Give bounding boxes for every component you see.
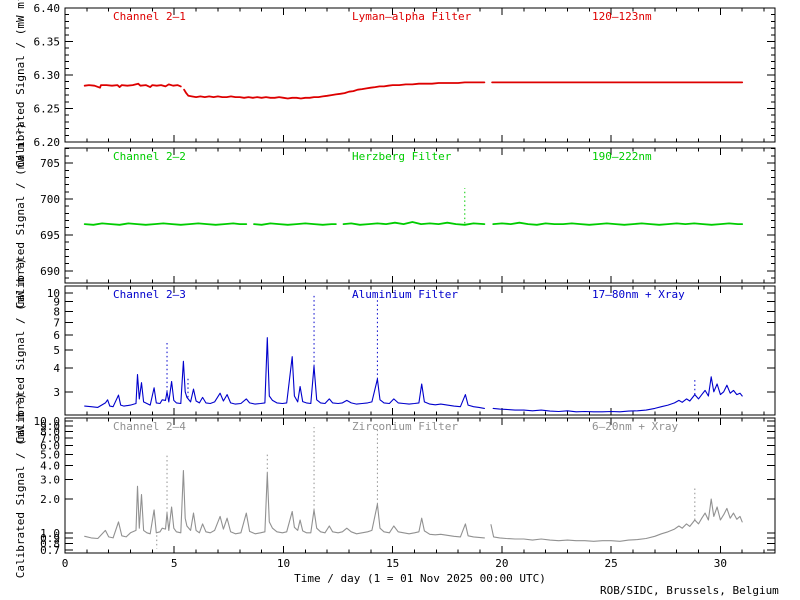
series-line — [83, 221, 744, 226]
y-tick-label: 4.0 — [40, 459, 60, 472]
channel-label: Channel 2–2 — [113, 150, 186, 163]
y-tick-label: 6.25 — [34, 103, 61, 116]
filter-label: Aluminium Filter — [352, 288, 458, 301]
y-tick-label: 9 — [53, 296, 60, 309]
y-tick-label: 5 — [53, 344, 60, 357]
axis-ticks — [64, 418, 775, 553]
y-tick-label: 10.0 — [34, 415, 61, 428]
x-tick-label: 30 — [714, 557, 727, 570]
panel-frame — [64, 285, 776, 416]
series-line — [84, 469, 743, 542]
y-tick-label: 9.0 — [40, 420, 60, 433]
x-tick-labels: 0 5 10 15 20 25 30 — [62, 557, 727, 570]
y-axis-title: Calibrated Signal / (mW m⁻²) — [14, 0, 27, 168]
y-tick-label: 8 — [53, 305, 60, 318]
x-tick-label: 15 — [386, 557, 399, 570]
panel-frame — [64, 7, 776, 143]
band-label: 17–80nm + Xray — [592, 288, 685, 301]
x-tick-label: 25 — [605, 557, 618, 570]
filter-label: Herzberg Filter — [352, 150, 452, 163]
panel-channel-2-1: 6.20 6.25 6.30 6.35 6.40 Channel 2–1 Lyman–alp… — [14, 0, 776, 168]
y-tick-label: 695 — [40, 229, 60, 242]
y-tick-label: 6.35 — [34, 36, 61, 49]
y-tick-label: 4 — [53, 362, 60, 375]
panel-frame — [64, 417, 776, 554]
channel-label: Channel 2–3 — [113, 288, 186, 301]
channel-label: Channel 2–4 — [113, 420, 186, 433]
y-tick-label: 5.0 — [40, 449, 60, 462]
y-tick-label: 0.8 — [40, 538, 60, 551]
filter-label: Zirconium Filter — [352, 420, 458, 433]
y-tick-label: 6.40 — [34, 2, 61, 15]
y-tick-label: 7.0 — [40, 432, 60, 445]
band-label: 6–20nm + Xray — [592, 420, 678, 433]
y-tick-label: 6 — [53, 329, 60, 342]
x-tick-label: 10 — [277, 557, 290, 570]
filter-label: Lyman–alpha Filter — [352, 10, 472, 23]
y-tick-label: 700 — [40, 193, 60, 206]
credit-text: ROB/SIDC, Brussels, Belgium — [600, 584, 779, 597]
y-tick-label: 10 — [47, 287, 60, 300]
x-tick-label: 20 — [495, 557, 508, 570]
y-axis-title: Calibrated Signal / (mW m⁻²) — [14, 123, 27, 308]
x-tick-label: 0 — [62, 557, 69, 570]
axis-ticks — [64, 148, 775, 283]
channel-label: Channel 2–1 — [113, 10, 186, 23]
y-tick-label: 3 — [53, 386, 60, 399]
y-tick-label: 2.0 — [40, 493, 60, 506]
axis-ticks — [64, 286, 775, 415]
y-tick-label: 6.20 — [34, 136, 61, 149]
y-tick-label: 0.9 — [40, 532, 60, 545]
y-tick-label: 690 — [40, 265, 60, 278]
y-tick-label: 6.30 — [34, 69, 61, 82]
y-axis-title: Calibrated Signal / (mW m⁻²) — [14, 393, 27, 578]
series-line — [83, 81, 744, 100]
y-tick-label: 0.7 — [40, 544, 60, 557]
x-tick-label: 5 — [171, 557, 178, 570]
y-axis-title: Calibrated Signal / (mW m⁻²) — [14, 258, 27, 443]
axis-ticks — [64, 7, 775, 143]
series-line — [84, 337, 743, 413]
y-tick-label: 8.0 — [40, 426, 60, 439]
panel-frame — [64, 147, 776, 284]
y-tick-label: 6.0 — [40, 440, 60, 453]
y-tick-label: 705 — [40, 157, 60, 170]
x-axis-title: Time / day (1 = 01 Nov 2025 00:00 UTC) — [294, 572, 546, 585]
band-label: 120–123nm — [592, 10, 652, 23]
y-tick-label: 1.0 — [40, 527, 60, 540]
band-label: 190–222nm — [592, 150, 652, 163]
y-tick-label: 7 — [53, 316, 60, 329]
panel-channel-2-2: 690 695 700 705 Channel 2–2 Herzberg Filter 19… — [14, 123, 776, 308]
panel-channel-2-4: 0.70.80.91.0 2.0 3.04.05.06.07.08.09.010.0… — [14, 393, 776, 578]
y-tick-label: 3.0 — [40, 473, 60, 486]
